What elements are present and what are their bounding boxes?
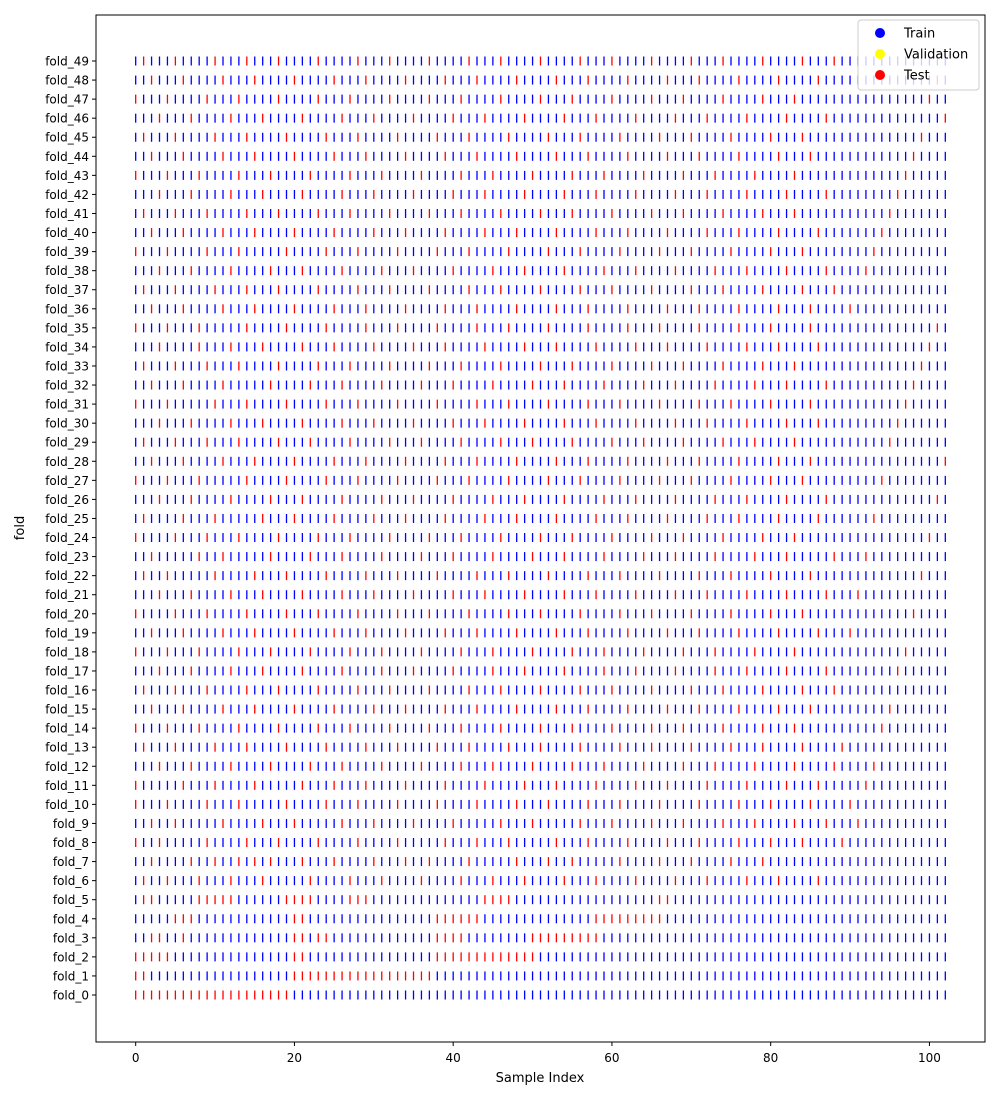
plot-area: [95, 14, 986, 1043]
sample-marks: [135, 56, 946, 1000]
